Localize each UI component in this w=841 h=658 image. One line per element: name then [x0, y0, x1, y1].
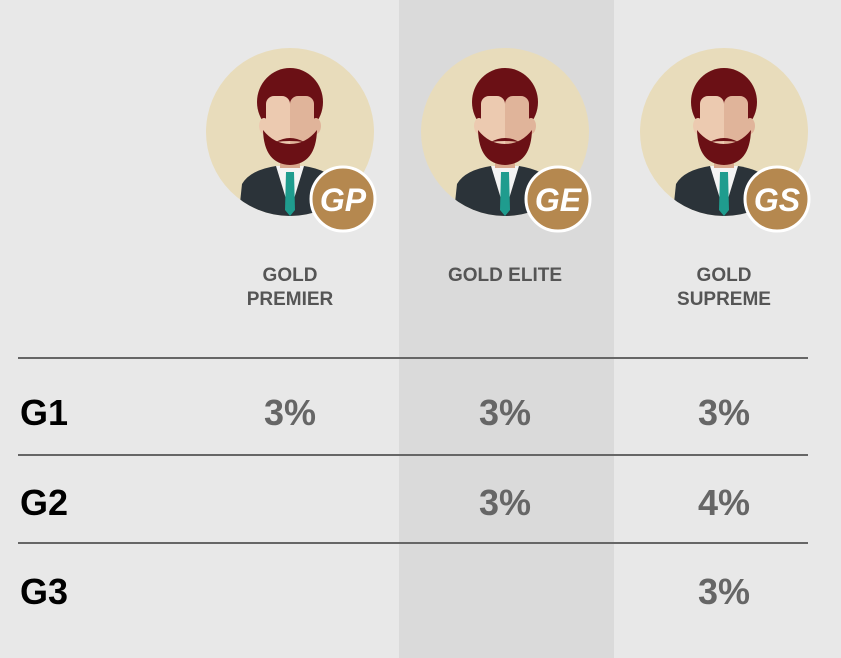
ear — [311, 118, 321, 134]
ear — [693, 118, 703, 134]
column-label: GOLD ELITE — [448, 265, 562, 286]
ear — [474, 118, 484, 134]
column-label: GOLD SUPREME — [677, 265, 771, 310]
avatar: GE — [421, 48, 592, 233]
column-label: GOLD PREMIER — [246, 265, 334, 310]
tie — [500, 172, 510, 216]
ear — [745, 118, 755, 134]
badge — [743, 165, 811, 233]
row-label: G1 — [20, 392, 69, 433]
ear — [526, 118, 536, 134]
ear — [259, 118, 269, 134]
cell-value: 3% — [697, 392, 751, 433]
cell-value: 3% — [478, 392, 532, 433]
mustache — [710, 138, 738, 142]
mustache — [276, 138, 304, 142]
badge-text: GP — [320, 182, 367, 218]
cell-value: 3% — [697, 571, 751, 612]
cell-value: 4% — [697, 482, 751, 523]
badge — [524, 165, 592, 233]
badge — [309, 165, 377, 233]
cell-value: 3% — [263, 392, 317, 433]
avatar: GP — [206, 48, 377, 233]
tie — [285, 172, 295, 216]
beard — [263, 130, 317, 165]
row-label: G2 — [20, 482, 69, 523]
row-label: G3 — [20, 571, 69, 612]
badge-text: GS — [754, 182, 801, 218]
avatar: GS — [640, 48, 811, 233]
tie — [719, 172, 729, 216]
beard — [478, 130, 532, 165]
cell-value: 3% — [478, 482, 532, 523]
mustache — [491, 138, 519, 142]
badge-text: GE — [535, 182, 583, 218]
beard — [697, 130, 751, 165]
